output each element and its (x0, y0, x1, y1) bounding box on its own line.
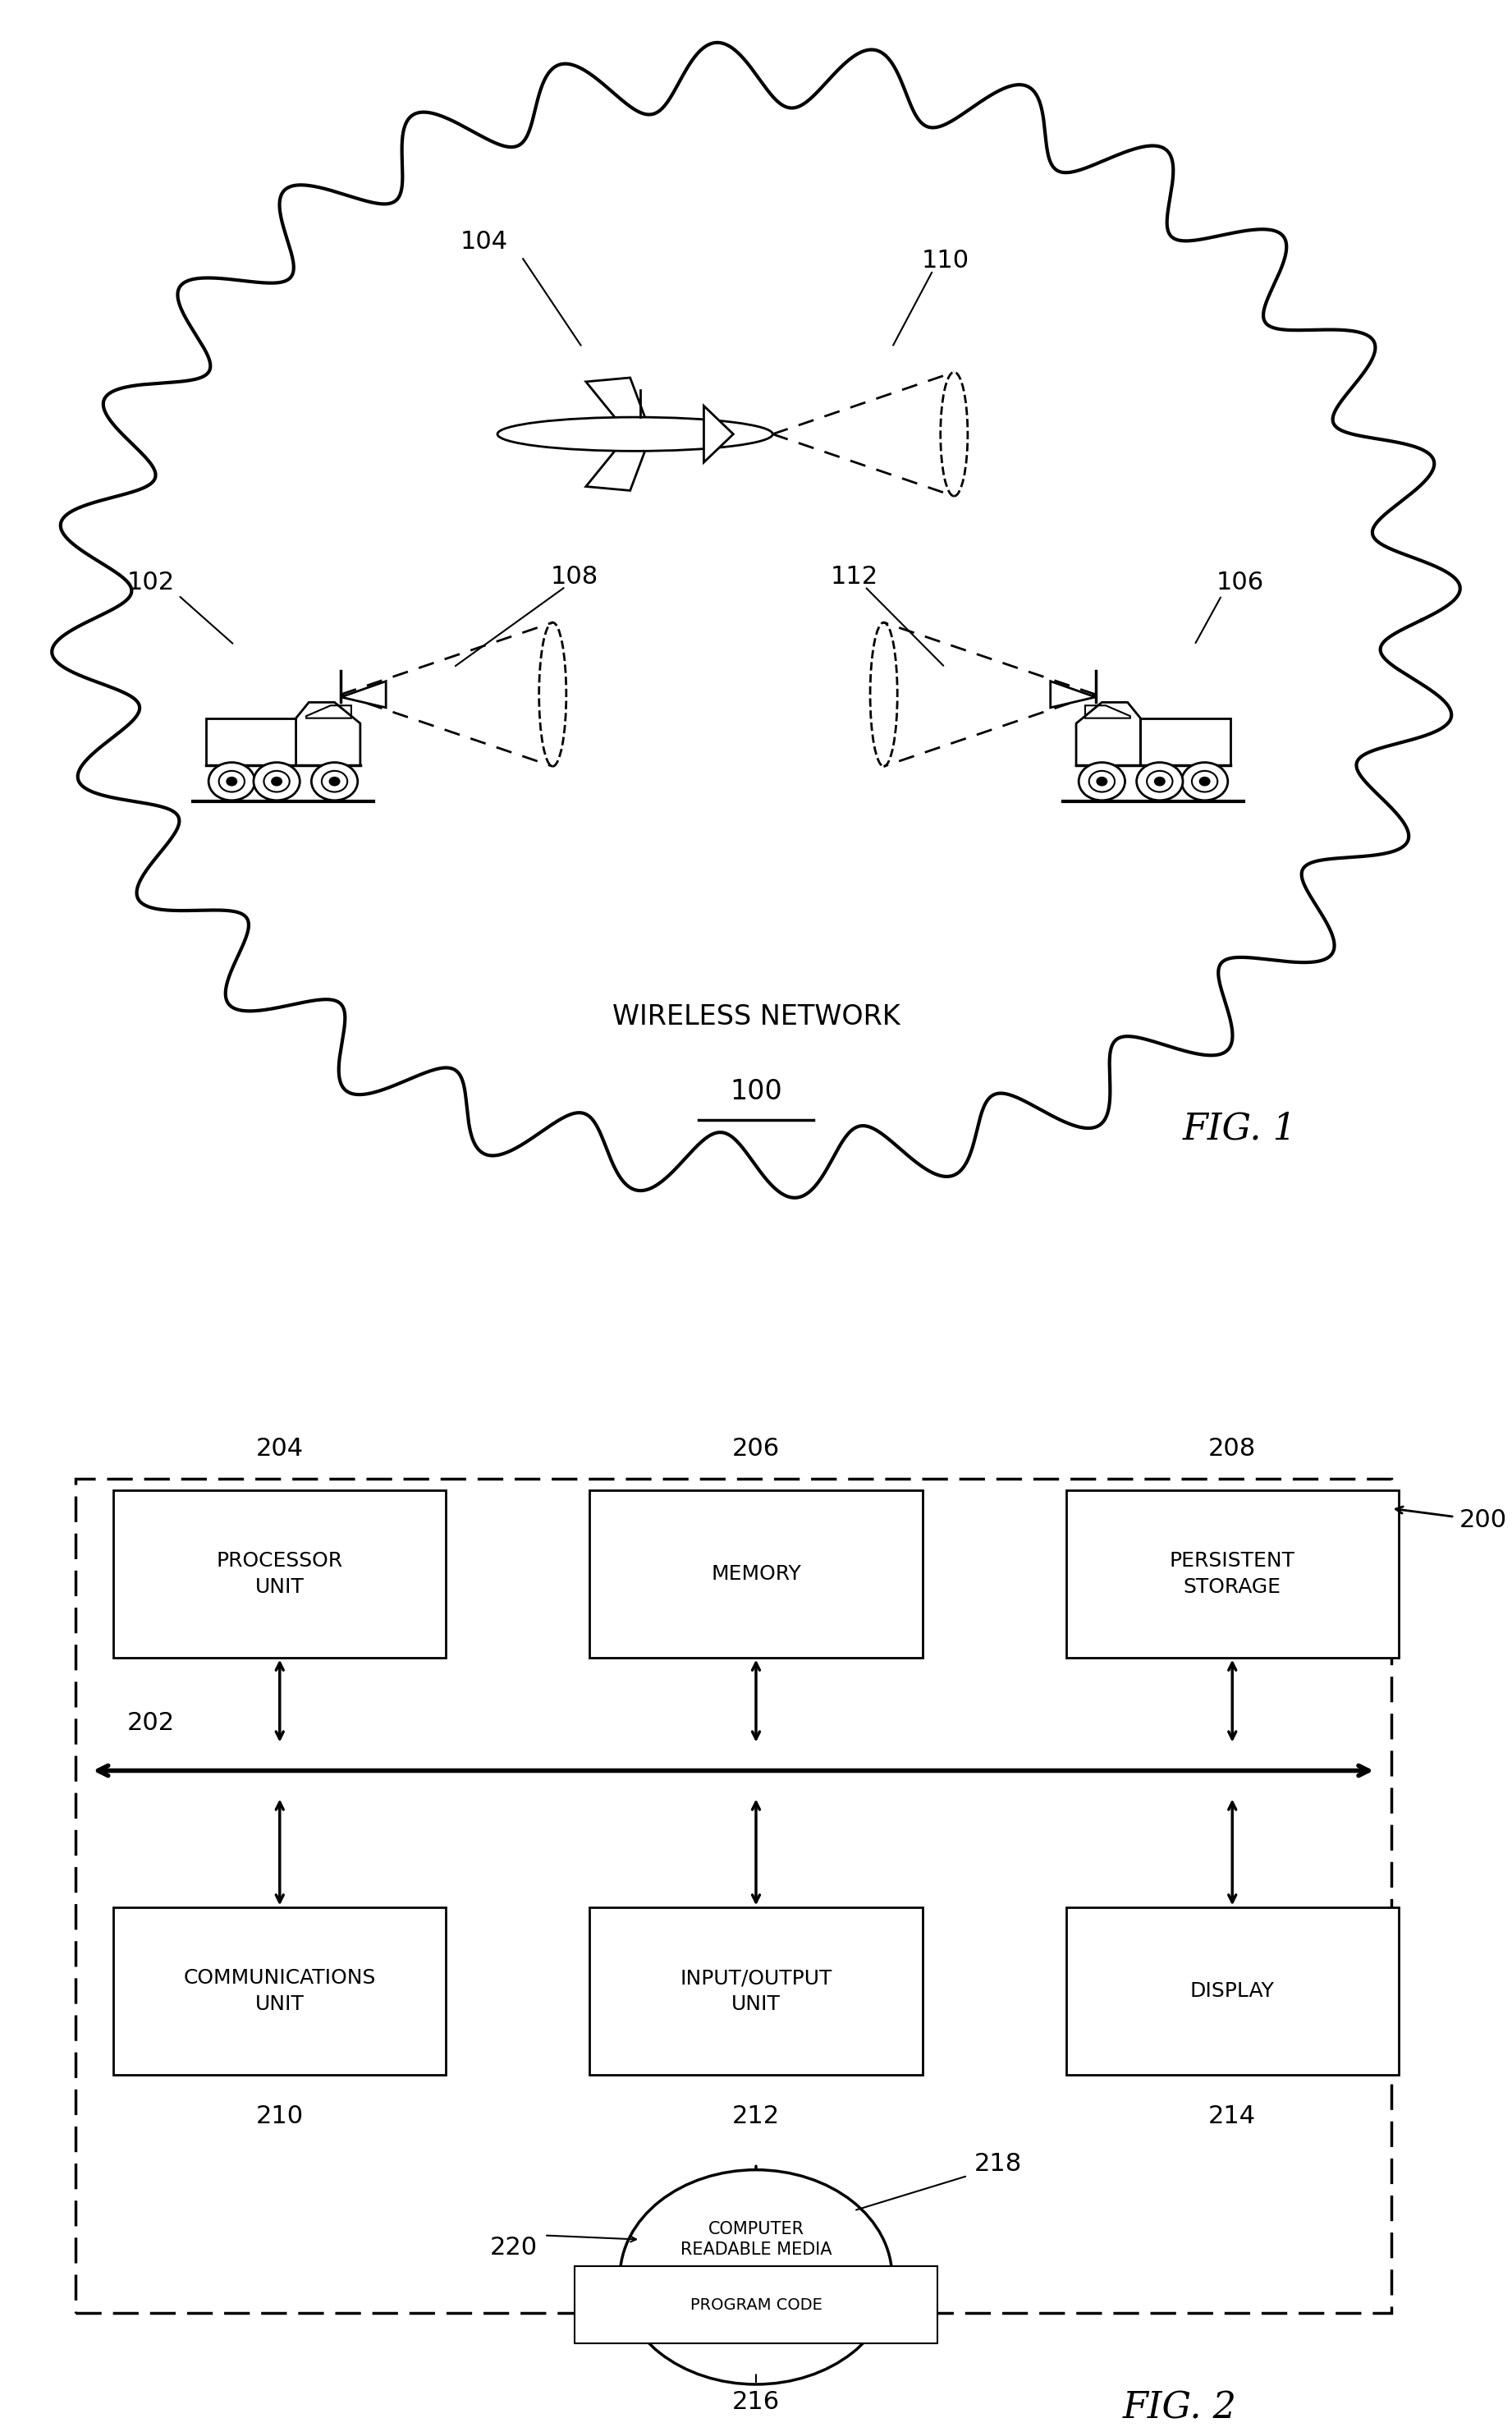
Text: 206: 206 (732, 1437, 780, 1462)
FancyBboxPatch shape (590, 1491, 922, 1659)
Text: PERSISTENT
STORAGE: PERSISTENT STORAGE (1169, 1552, 1296, 1598)
Text: 208: 208 (1208, 1437, 1256, 1462)
Circle shape (620, 2169, 892, 2383)
Text: MEMORY: MEMORY (711, 1564, 801, 1583)
Polygon shape (1077, 703, 1140, 766)
Polygon shape (206, 717, 296, 766)
Circle shape (219, 771, 245, 793)
FancyBboxPatch shape (113, 1907, 446, 2074)
Circle shape (1137, 761, 1182, 800)
FancyBboxPatch shape (575, 2267, 937, 2344)
Text: COMPUTER
READABLE MEDIA: COMPUTER READABLE MEDIA (680, 2220, 832, 2257)
Text: 220: 220 (490, 2235, 538, 2259)
Text: 218: 218 (974, 2152, 1022, 2177)
Circle shape (1199, 778, 1210, 786)
Circle shape (1089, 771, 1114, 793)
FancyBboxPatch shape (1066, 1491, 1399, 1659)
Circle shape (1146, 771, 1173, 793)
Polygon shape (1140, 717, 1231, 766)
Circle shape (254, 761, 299, 800)
Polygon shape (703, 406, 733, 462)
Text: 102: 102 (127, 572, 175, 596)
FancyBboxPatch shape (1066, 1907, 1399, 2074)
Circle shape (263, 771, 289, 793)
Polygon shape (585, 377, 650, 430)
Text: DISPLAY: DISPLAY (1190, 1982, 1275, 2002)
Circle shape (1155, 778, 1164, 786)
Text: WIRELESS NETWORK: WIRELESS NETWORK (612, 1004, 900, 1031)
FancyBboxPatch shape (590, 1907, 922, 2074)
Text: 100: 100 (730, 1077, 782, 1104)
Text: 110: 110 (921, 248, 969, 272)
Circle shape (1191, 771, 1217, 793)
Text: 108: 108 (550, 564, 599, 589)
Text: COMMUNICATIONS
UNIT: COMMUNICATIONS UNIT (183, 1967, 376, 2014)
Circle shape (311, 761, 358, 800)
Text: FIG. 1: FIG. 1 (1182, 1111, 1297, 1145)
Text: 104: 104 (460, 231, 508, 253)
Text: 106: 106 (1216, 572, 1264, 596)
Ellipse shape (497, 418, 773, 450)
Text: 212: 212 (732, 2104, 780, 2128)
Text: PROGRAM CODE: PROGRAM CODE (689, 2298, 823, 2313)
Text: 216: 216 (732, 2391, 780, 2415)
Text: FIG. 2: FIG. 2 (1122, 2391, 1237, 2425)
Text: INPUT/OUTPUT
UNIT: INPUT/OUTPUT UNIT (680, 1967, 832, 2014)
Text: 202: 202 (127, 1712, 175, 1734)
Polygon shape (296, 703, 360, 766)
Text: 210: 210 (256, 2104, 304, 2128)
Circle shape (272, 778, 281, 786)
Circle shape (227, 778, 237, 786)
Text: 112: 112 (830, 564, 878, 589)
FancyBboxPatch shape (113, 1491, 446, 1659)
Text: 204: 204 (256, 1437, 304, 1462)
Circle shape (1078, 761, 1125, 800)
Text: 214: 214 (1208, 2104, 1256, 2128)
Text: 200: 200 (1459, 1508, 1507, 1532)
Circle shape (1096, 778, 1107, 786)
Circle shape (330, 778, 340, 786)
Text: PROCESSOR
UNIT: PROCESSOR UNIT (216, 1552, 343, 1598)
Circle shape (1181, 761, 1228, 800)
Polygon shape (340, 681, 386, 708)
Polygon shape (585, 438, 650, 491)
Circle shape (322, 771, 348, 793)
Circle shape (209, 761, 256, 800)
Polygon shape (1051, 681, 1095, 708)
